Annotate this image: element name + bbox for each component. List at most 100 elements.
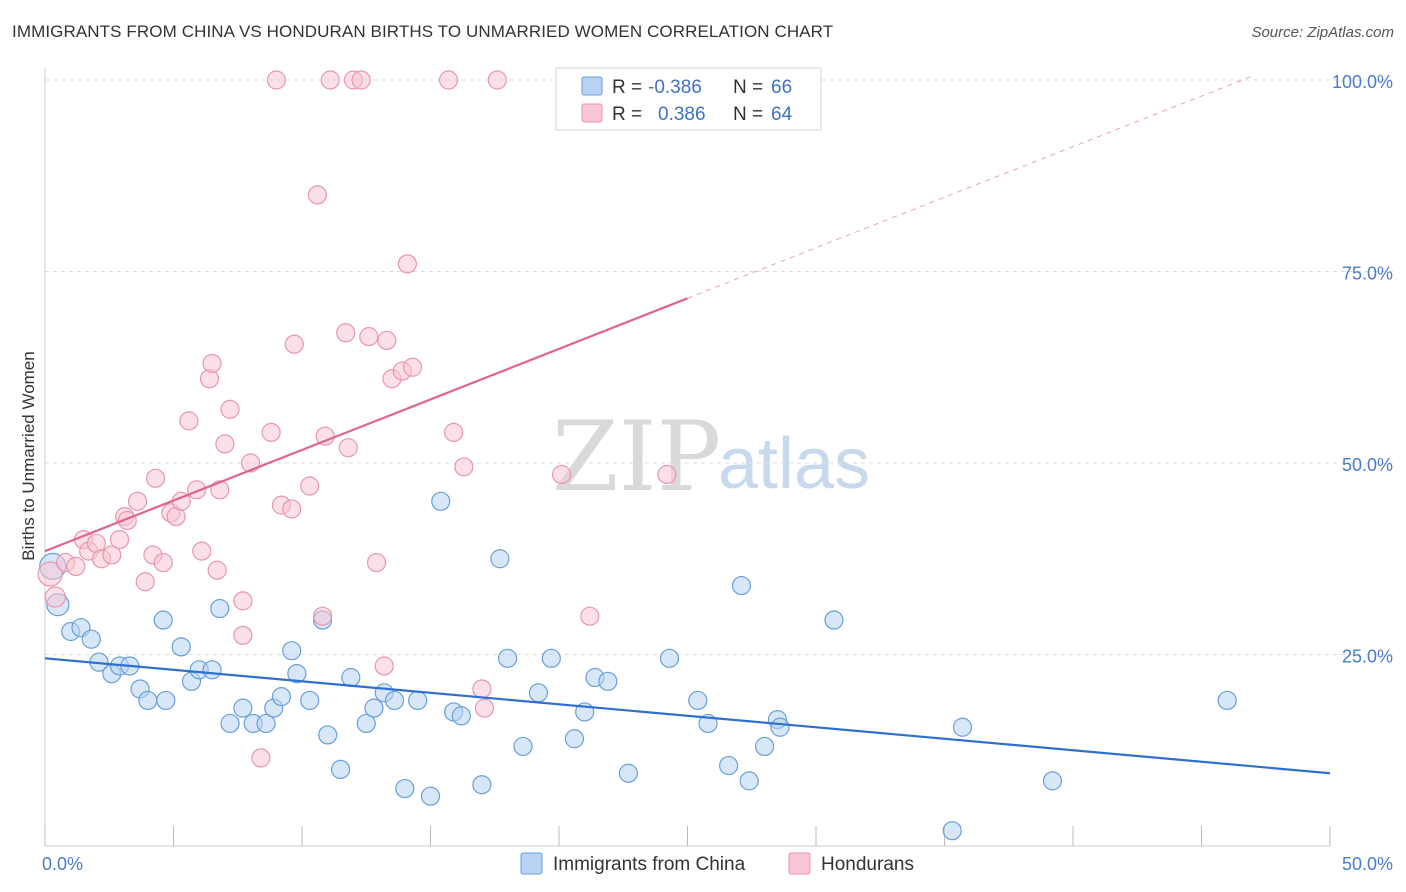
honduran-point bbox=[454, 457, 474, 477]
china-point bbox=[564, 729, 585, 749]
honduran-point bbox=[261, 422, 281, 442]
tick-labels: 25.0% 50.0% 75.0% 100.0% 0.0% 50.0% bbox=[42, 72, 1393, 874]
honduran-point bbox=[44, 586, 66, 608]
honduran-point bbox=[366, 552, 387, 573]
honduran-point bbox=[127, 491, 148, 511]
china-point bbox=[408, 690, 428, 711]
china-point bbox=[618, 763, 638, 783]
stats-r-label-hondurans: R = bbox=[612, 104, 642, 125]
honduran-point bbox=[192, 541, 212, 561]
honduran-point bbox=[145, 468, 166, 488]
china-point bbox=[513, 736, 533, 757]
honduran-point bbox=[37, 561, 63, 587]
watermark: ZIP atlas bbox=[552, 401, 870, 513]
source-credit: Source: ZipAtlas.com bbox=[1251, 24, 1394, 41]
honduran-point bbox=[102, 545, 122, 565]
china-point bbox=[356, 713, 376, 734]
honduran-point bbox=[300, 476, 320, 496]
china-point bbox=[318, 725, 338, 745]
china-point bbox=[210, 598, 230, 619]
china-point bbox=[156, 690, 176, 711]
honduran-point bbox=[402, 357, 423, 377]
china-point bbox=[282, 641, 302, 661]
china-point bbox=[81, 629, 101, 649]
china-point bbox=[330, 759, 351, 780]
honduran-point bbox=[397, 254, 417, 274]
china-point bbox=[490, 549, 510, 569]
honduran-point bbox=[444, 422, 464, 442]
china-point bbox=[688, 690, 708, 711]
trend-line-china bbox=[44, 657, 1331, 775]
honduran-point bbox=[109, 529, 130, 550]
stats-n-value-hondurans: 64 bbox=[771, 104, 793, 125]
honduran-point bbox=[66, 556, 86, 577]
honduran-point bbox=[220, 399, 240, 419]
bottom-legend: Immigrants from China Hondurans bbox=[520, 852, 914, 875]
stats-swatch-china bbox=[581, 76, 603, 96]
china-point bbox=[300, 690, 320, 711]
china-point bbox=[472, 775, 492, 795]
data-points bbox=[37, 70, 1237, 841]
honduran-point bbox=[153, 552, 173, 573]
china-point bbox=[220, 713, 240, 734]
stats-legend-box: R = -0.386 N = 66 R = 0.386 N = 64 bbox=[555, 67, 822, 131]
stats-n-label-hondurans: N = bbox=[733, 104, 763, 125]
honduran-point bbox=[338, 438, 358, 458]
china-point bbox=[341, 667, 361, 688]
honduran-point bbox=[377, 330, 397, 351]
china-point bbox=[754, 736, 775, 757]
stats-n-label-china: N = bbox=[733, 77, 763, 98]
y-tick-label: 50.0% bbox=[1342, 455, 1393, 475]
y-tick-label: 100.0% bbox=[1332, 72, 1393, 92]
honduran-point bbox=[233, 625, 253, 645]
chart-title: IMMIGRANTS FROM CHINA VS HONDURAN BIRTHS… bbox=[12, 22, 834, 41]
y-tick-label: 75.0% bbox=[1342, 264, 1393, 284]
honduran-point bbox=[179, 411, 199, 431]
china-point bbox=[952, 717, 973, 737]
china-point bbox=[659, 648, 680, 668]
honduran-point bbox=[202, 353, 222, 374]
legend-label-china: Immigrants from China bbox=[553, 854, 746, 875]
honduran-point bbox=[282, 499, 302, 519]
honduran-point bbox=[374, 656, 394, 676]
china-point bbox=[498, 648, 518, 668]
china-point bbox=[384, 690, 405, 711]
china-point bbox=[739, 771, 759, 791]
stats-r-value-china: -0.386 bbox=[648, 77, 702, 98]
honduran-point bbox=[320, 70, 340, 90]
honduran-point bbox=[135, 572, 155, 592]
trend-line-hondurans-extension bbox=[687, 75, 1254, 299]
legend-swatch-hondurans bbox=[788, 852, 811, 875]
stats-r-label-china: R = bbox=[612, 77, 642, 98]
honduran-point bbox=[487, 70, 507, 90]
china-point bbox=[364, 698, 384, 718]
honduran-point bbox=[251, 748, 271, 768]
watermark-atlas: atlas bbox=[718, 424, 870, 504]
trend-line-hondurans bbox=[44, 297, 688, 553]
axes bbox=[44, 68, 1331, 847]
china-point bbox=[942, 821, 962, 841]
china-point bbox=[598, 671, 618, 691]
honduran-point bbox=[657, 464, 677, 485]
x-tick-label-max: 50.0% bbox=[1342, 854, 1393, 874]
honduran-point bbox=[266, 70, 286, 90]
watermark-zip: ZIP bbox=[552, 401, 721, 513]
china-point bbox=[271, 687, 292, 707]
china-point bbox=[719, 755, 739, 776]
china-point bbox=[731, 575, 752, 596]
honduran-point bbox=[551, 464, 572, 485]
honduran-point bbox=[336, 323, 356, 343]
legend-swatch-china bbox=[520, 852, 543, 875]
china-point bbox=[287, 664, 307, 684]
china-point bbox=[395, 778, 415, 799]
stats-r-value-hondurans: 0.386 bbox=[658, 104, 706, 125]
china-point bbox=[1042, 771, 1063, 791]
china-point bbox=[431, 491, 451, 511]
china-point bbox=[202, 660, 222, 680]
honduran-point bbox=[359, 327, 379, 347]
china-point bbox=[541, 648, 561, 668]
stats-n-value-china: 66 bbox=[771, 77, 792, 98]
legend-label-hondurans: Hondurans bbox=[821, 854, 914, 875]
china-point bbox=[528, 683, 549, 703]
honduran-point bbox=[307, 185, 328, 205]
